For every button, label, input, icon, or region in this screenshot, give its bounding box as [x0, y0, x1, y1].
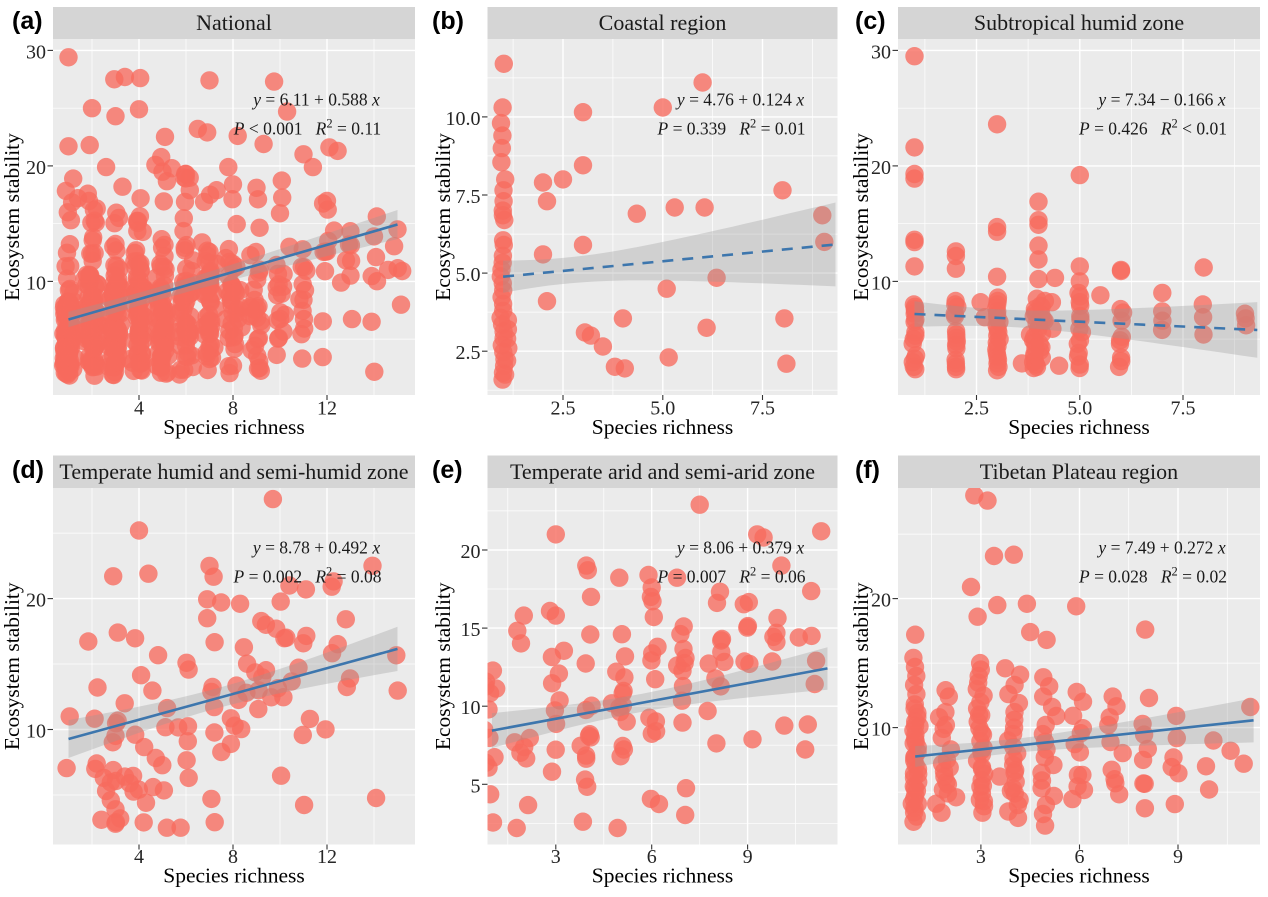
- svg-text:Ecosystem stability: Ecosystem stability: [849, 582, 873, 750]
- svg-text:20: 20: [461, 541, 481, 563]
- svg-text:5.0: 5.0: [456, 264, 481, 286]
- svg-text:3: 3: [551, 846, 561, 868]
- svg-text:(f): (f): [855, 456, 880, 484]
- svg-text:National: National: [196, 10, 272, 35]
- svg-text:8: 8: [228, 846, 238, 868]
- svg-text:P = 0.339 R2​ = 0.01: P = 0.339 R2​ = 0.01: [656, 117, 805, 139]
- svg-text:Temperate arid and semi-arid z: Temperate arid and semi-arid zone: [510, 459, 815, 484]
- svg-text:15: 15: [461, 619, 481, 641]
- svg-text:Temperate humid and semi-humid: Temperate humid and semi-humid zone: [59, 459, 408, 484]
- svg-text:(b): (b): [432, 7, 464, 35]
- svg-text:Species richness: Species richness: [163, 415, 305, 439]
- svg-text:6: 6: [647, 846, 657, 868]
- svg-text:y = 8.78 + 0.492 x: y = 8.78 + 0.492 x: [251, 538, 380, 558]
- svg-text:Ecosystem stability: Ecosystem stability: [431, 582, 455, 750]
- svg-text:(d): (d): [12, 456, 44, 484]
- svg-text:Ecosystem stability: Ecosystem stability: [0, 582, 24, 750]
- svg-text:4: 4: [134, 398, 144, 420]
- svg-text:Species richness: Species richness: [592, 864, 734, 888]
- svg-text:Ecosystem stability: Ecosystem stability: [849, 133, 873, 301]
- svg-text:y = 4.76 + 0.124 x: y = 4.76 + 0.124 x: [675, 90, 804, 110]
- svg-text:Coastal region: Coastal region: [599, 10, 727, 35]
- svg-text:20: 20: [871, 157, 891, 179]
- svg-text:7.5: 7.5: [1171, 398, 1196, 420]
- svg-text:20: 20: [26, 157, 46, 179]
- svg-text:Species richness: Species richness: [592, 415, 734, 439]
- svg-text:Species richness: Species richness: [1008, 864, 1150, 888]
- svg-text:6: 6: [1075, 846, 1085, 868]
- svg-text:y = 6.11 + 0.588 x: y = 6.11 + 0.588 x: [251, 90, 380, 110]
- svg-text:2.5: 2.5: [456, 342, 481, 364]
- svg-text:10: 10: [871, 719, 891, 741]
- svg-text:y = 7.34 − 0.166 x: y = 7.34 − 0.166 x: [1096, 90, 1225, 110]
- svg-text:12: 12: [317, 846, 337, 868]
- svg-text:Species richness: Species richness: [1008, 415, 1150, 439]
- svg-text:2.5: 2.5: [964, 398, 989, 420]
- svg-text:5.0: 5.0: [1067, 398, 1092, 420]
- svg-text:(c): (c): [855, 7, 886, 35]
- svg-text:30: 30: [871, 41, 891, 63]
- svg-text:10: 10: [461, 697, 481, 719]
- svg-text:20: 20: [871, 590, 891, 612]
- svg-text:7.5: 7.5: [456, 186, 481, 208]
- svg-text:2.5: 2.5: [551, 398, 576, 420]
- svg-text:Ecosystem stability: Ecosystem stability: [0, 133, 24, 301]
- svg-text:10.0: 10.0: [446, 108, 481, 130]
- svg-text:(e): (e): [432, 456, 463, 484]
- svg-text:Species richness: Species richness: [163, 864, 305, 888]
- svg-text:P < 0.001 R2​ = 0.11: P < 0.001 R2​ = 0.11: [233, 117, 381, 139]
- svg-text:30: 30: [26, 41, 46, 63]
- svg-text:20: 20: [26, 590, 46, 612]
- svg-text:y = 8.06 + 0.379 x: y = 8.06 + 0.379 x: [675, 538, 804, 558]
- svg-text:Subtropical humid zone: Subtropical humid zone: [974, 10, 1184, 35]
- svg-text:P = 0.002 R2​ = 0.08: P = 0.002 R2​ = 0.08: [232, 565, 381, 587]
- svg-text:9: 9: [743, 846, 753, 868]
- svg-text:4: 4: [134, 846, 144, 868]
- svg-text:(a): (a): [12, 7, 43, 35]
- svg-text:P = 0.028 R2​ = 0.02: P = 0.028 R2​ = 0.02: [1078, 565, 1227, 587]
- svg-text:P = 0.426 R2​ < 0.01: P = 0.426 R2​ < 0.01: [1078, 117, 1227, 139]
- svg-text:12: 12: [317, 398, 337, 420]
- svg-text:8: 8: [228, 398, 238, 420]
- svg-text:10: 10: [26, 272, 46, 294]
- svg-text:y = 7.49 + 0.272 x: y = 7.49 + 0.272 x: [1096, 538, 1225, 558]
- svg-text:10: 10: [871, 272, 891, 294]
- svg-text:Ecosystem stability: Ecosystem stability: [431, 133, 455, 301]
- svg-text:3: 3: [976, 846, 986, 868]
- svg-text:5: 5: [471, 775, 481, 797]
- svg-text:Tibetan Plateau region: Tibetan Plateau region: [980, 459, 1178, 484]
- svg-text:P = 0.007 R2​ = 0.06: P = 0.007 R2​ = 0.06: [656, 565, 805, 587]
- svg-text:7.5: 7.5: [750, 398, 775, 420]
- svg-text:9: 9: [1173, 846, 1183, 868]
- svg-text:10: 10: [26, 721, 46, 743]
- svg-text:5.0: 5.0: [650, 398, 675, 420]
